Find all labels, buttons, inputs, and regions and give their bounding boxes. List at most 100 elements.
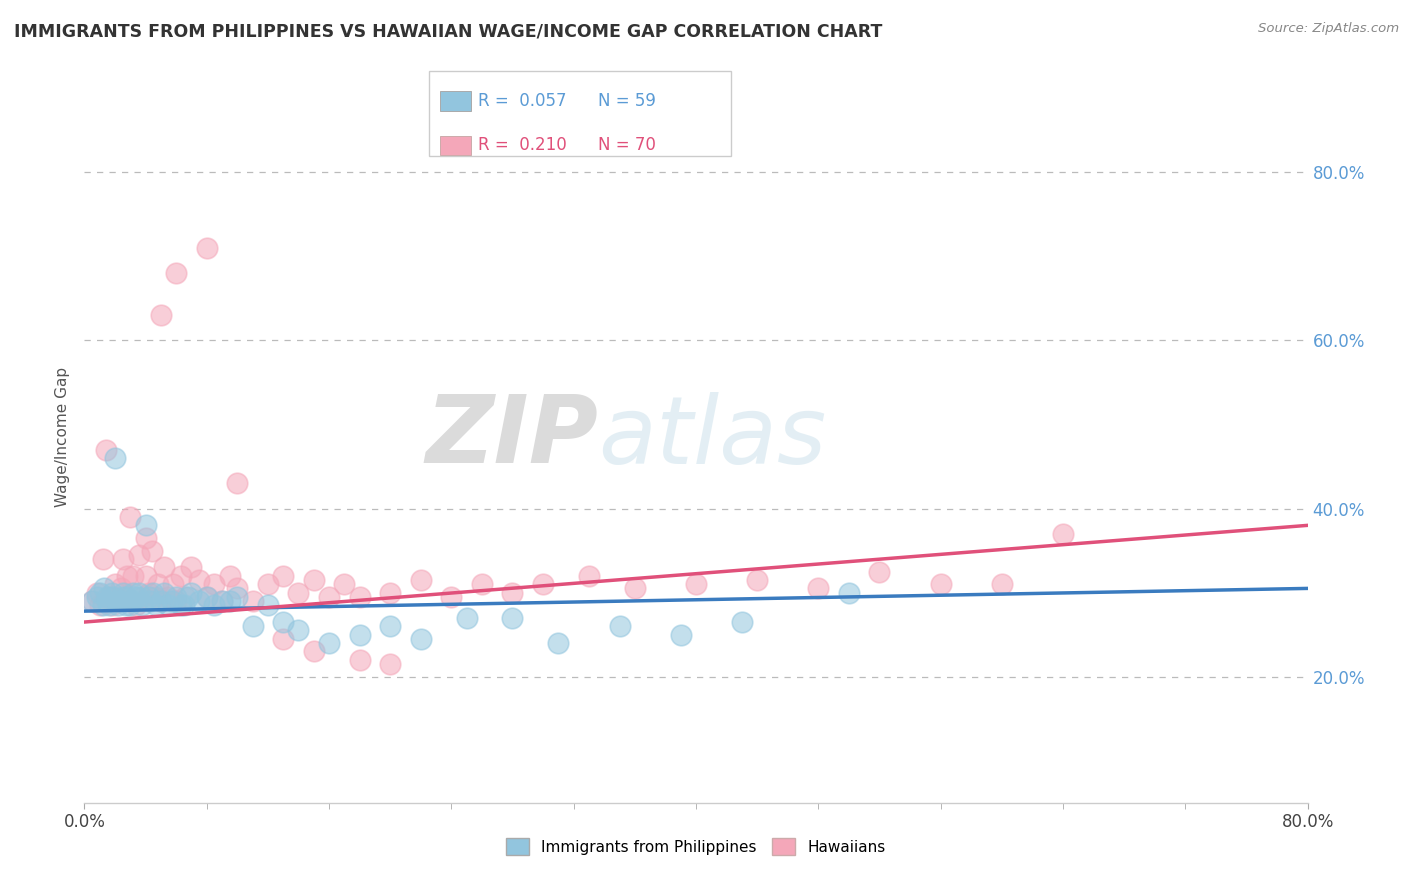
Point bbox=[170, 599, 193, 613]
Point bbox=[89, 599, 111, 613]
Point bbox=[128, 585, 150, 599]
Point bbox=[120, 510, 142, 524]
Point bbox=[96, 590, 118, 604]
Point bbox=[114, 599, 136, 613]
Point bbox=[380, 657, 402, 671]
Text: IMMIGRANTS FROM PHILIPPINES VS HAWAIIAN WAGE/INCOME GAP CORRELATION CHART: IMMIGRANTS FROM PHILIPPINES VS HAWAIIAN … bbox=[14, 22, 883, 40]
Point bbox=[80, 594, 103, 608]
Point bbox=[135, 518, 157, 533]
Text: ZIP: ZIP bbox=[425, 391, 598, 483]
Point bbox=[609, 619, 631, 633]
Point bbox=[747, 573, 769, 587]
Point bbox=[349, 590, 371, 604]
Point bbox=[409, 573, 432, 587]
Point bbox=[202, 577, 225, 591]
Point bbox=[211, 594, 233, 608]
Point bbox=[456, 611, 478, 625]
Point bbox=[180, 560, 202, 574]
Point bbox=[1052, 526, 1074, 541]
Text: R =  0.057: R = 0.057 bbox=[478, 92, 567, 110]
Point bbox=[91, 599, 114, 613]
Point bbox=[991, 577, 1014, 591]
Point bbox=[131, 590, 153, 604]
Point bbox=[349, 653, 371, 667]
Point bbox=[180, 585, 202, 599]
Point bbox=[578, 569, 600, 583]
Point bbox=[157, 590, 180, 604]
Point bbox=[333, 577, 356, 591]
Point bbox=[91, 552, 114, 566]
Point bbox=[80, 594, 103, 608]
Point bbox=[380, 585, 402, 599]
Point bbox=[177, 590, 200, 604]
Text: atlas: atlas bbox=[598, 392, 827, 483]
Point bbox=[138, 585, 160, 599]
Point bbox=[807, 582, 830, 596]
Point bbox=[94, 442, 117, 457]
Point bbox=[131, 599, 153, 613]
Point bbox=[287, 585, 309, 599]
Point bbox=[135, 531, 157, 545]
Point bbox=[162, 577, 184, 591]
Point bbox=[471, 577, 494, 591]
Point bbox=[111, 585, 134, 599]
Point bbox=[226, 582, 249, 596]
Point bbox=[318, 636, 340, 650]
Point bbox=[110, 582, 132, 596]
Point bbox=[115, 569, 138, 583]
Point bbox=[869, 565, 891, 579]
Point bbox=[128, 548, 150, 562]
Text: Source: ZipAtlas.com: Source: ZipAtlas.com bbox=[1258, 22, 1399, 36]
Point bbox=[143, 590, 166, 604]
Point bbox=[104, 577, 127, 591]
Point bbox=[349, 627, 371, 641]
Point bbox=[170, 569, 193, 583]
Point bbox=[226, 590, 249, 604]
Point bbox=[271, 569, 294, 583]
Point bbox=[139, 594, 162, 608]
Point bbox=[149, 594, 172, 608]
Point bbox=[86, 585, 108, 599]
Point bbox=[111, 552, 134, 566]
Point bbox=[502, 611, 524, 625]
Point bbox=[165, 594, 187, 608]
Point bbox=[195, 241, 218, 255]
Point bbox=[160, 594, 183, 608]
Point bbox=[93, 582, 115, 596]
Point bbox=[929, 577, 952, 591]
Point bbox=[257, 577, 280, 591]
Point bbox=[302, 573, 325, 587]
Point bbox=[173, 599, 195, 613]
Point bbox=[120, 594, 142, 608]
Text: R =  0.210: R = 0.210 bbox=[478, 136, 567, 154]
Point bbox=[188, 594, 211, 608]
Point bbox=[531, 577, 554, 591]
Point bbox=[257, 599, 280, 613]
Y-axis label: Wage/Income Gap: Wage/Income Gap bbox=[55, 367, 70, 508]
Text: N = 70: N = 70 bbox=[598, 136, 655, 154]
Point bbox=[96, 594, 118, 608]
Point bbox=[114, 590, 136, 604]
Point bbox=[226, 476, 249, 491]
Point bbox=[188, 573, 211, 587]
Point bbox=[624, 582, 647, 596]
Point bbox=[302, 644, 325, 658]
Point bbox=[120, 599, 142, 613]
Point bbox=[101, 599, 124, 613]
Point bbox=[218, 594, 240, 608]
Point bbox=[838, 585, 860, 599]
Point bbox=[125, 599, 148, 613]
Point bbox=[669, 627, 692, 641]
Point bbox=[138, 590, 160, 604]
Point bbox=[271, 615, 294, 629]
Point bbox=[149, 594, 172, 608]
Point bbox=[547, 636, 569, 650]
Point bbox=[242, 594, 264, 608]
Point bbox=[107, 599, 129, 613]
Point bbox=[124, 590, 146, 604]
Text: N = 59: N = 59 bbox=[598, 92, 655, 110]
Point bbox=[242, 619, 264, 633]
Point bbox=[122, 585, 145, 599]
Point bbox=[153, 560, 176, 574]
Point bbox=[135, 569, 157, 583]
